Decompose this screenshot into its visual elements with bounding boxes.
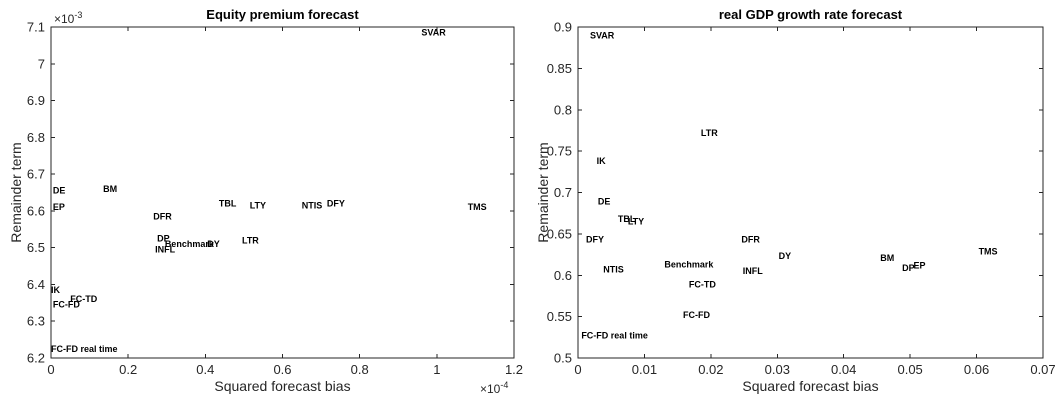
point-label-dy: DY <box>779 251 792 261</box>
x-tick-label: 1.2 <box>505 362 523 377</box>
point-label-benchmark: Benchmark <box>165 239 215 249</box>
gdp-growth-panel: 0 0.01 0.02 0.03 0.04 0.05 0.06 0.07 0.5 0.55 0.6 0… <box>535 7 1056 394</box>
point-label-fc-fd-real-time: FC-FD real time <box>581 331 648 341</box>
x-tick-label: 0.07 <box>1030 362 1055 377</box>
x-tick-label: 0.4 <box>196 362 214 377</box>
point-label-lty: LTY <box>628 216 644 226</box>
point-label-svar: SVAR <box>590 30 615 40</box>
y-axis-label: Remainder term <box>8 142 24 242</box>
y-tick-label: 6.9 <box>27 93 45 108</box>
y-tick-label: 0.75 <box>547 144 572 159</box>
x-tick-label: 0.6 <box>273 362 291 377</box>
point-label-de: DE <box>598 197 611 207</box>
point-label-benchmark: Benchmark <box>664 259 714 269</box>
plot-area <box>577 26 1044 359</box>
point-label-tms: TMS <box>979 246 998 256</box>
x-axis-label: Squared forecast bias <box>214 378 350 394</box>
x-tick-label: 0 <box>47 362 54 377</box>
y-tick-label: 0.85 <box>547 61 572 76</box>
plot-area <box>50 26 515 359</box>
point-label-fc-td: FC-TD <box>70 294 97 304</box>
x-tick-label: 0.8 <box>351 362 369 377</box>
y-tick-label: 0.5 <box>554 351 572 366</box>
point-label-svar: SVAR <box>421 28 446 38</box>
point-label-infl: INFL <box>155 245 175 255</box>
point-label-infl: INFL <box>743 266 763 276</box>
point-label-bm: BM <box>880 253 894 263</box>
point-label-dfy: DFY <box>586 235 604 245</box>
point-label-fc-td: FC-TD <box>689 279 716 289</box>
point-label-de: DE <box>53 186 66 196</box>
point-label-ntis: NTIS <box>302 200 323 210</box>
x-tick-label: 0.06 <box>964 362 989 377</box>
y-tick-label: 0.9 <box>554 20 572 35</box>
y-tick-label: 7 <box>38 56 45 71</box>
x-tick-label: 0.01 <box>632 362 657 377</box>
point-label-fc-fd: FC-FD <box>683 310 710 320</box>
point-label-lty: LTY <box>250 200 266 210</box>
y-axis-label: Remainder term <box>535 142 551 242</box>
y-tick-label: 0.65 <box>547 226 572 241</box>
point-label-dy: DY <box>207 239 220 249</box>
point-label-ntis: NTIS <box>603 264 624 274</box>
point-label-tbl: TBL <box>219 199 237 209</box>
chart-title: Equity premium forecast <box>206 7 359 22</box>
point-label-dfy: DFY <box>327 199 345 209</box>
y-tick-label: 0.7 <box>554 185 572 200</box>
y-tick-label: 6.6 <box>27 203 45 218</box>
y-tick-label: 0.55 <box>547 309 572 324</box>
x-tick-label: 0 <box>574 362 581 377</box>
point-label-dfr: DFR <box>153 211 172 221</box>
point-label-ltr: LTR <box>701 128 718 138</box>
y-tick-label: 7.1 <box>27 20 45 35</box>
equity-premium-panel: 0 0.2 0.4 0.6 0.8 1 1.2 6.2 6.3 6.4 6.5 6.6 6.7 6.8 6.… <box>8 7 523 396</box>
y-tick-label: 0.8 <box>554 102 572 117</box>
x-tick-label: 1 <box>433 362 440 377</box>
y-tick-label: 0.6 <box>554 268 572 283</box>
point-label-dp: DP <box>902 263 915 273</box>
point-label-ik: IK <box>597 156 607 166</box>
point-label-fc-fd-real-time: FC-FD real time <box>51 344 118 354</box>
x-tick-label: 0.2 <box>119 362 137 377</box>
x-tick-label: 0.05 <box>897 362 922 377</box>
y-tick-label: 6.5 <box>27 240 45 255</box>
x-tick-label: 0.02 <box>698 362 723 377</box>
point-label-bm: BM <box>103 184 117 194</box>
point-label-dp: DP <box>157 233 170 243</box>
point-label-ltr: LTR <box>242 235 259 245</box>
y-tick-label: 6.3 <box>27 314 45 329</box>
x-tick-label: 0.03 <box>765 362 790 377</box>
point-label-tbl: TBL <box>618 214 636 224</box>
chart-title: real GDP growth rate forecast <box>719 7 903 22</box>
y-tick-label: 6.4 <box>27 277 45 292</box>
y-exponent-label: ×10-3 <box>54 10 82 26</box>
y-tick-label: 6.7 <box>27 167 45 182</box>
point-label-dfr: DFR <box>741 235 760 245</box>
x-tick-label: 0.04 <box>831 362 856 377</box>
x-axis-label: Squared forecast bias <box>742 378 878 394</box>
x-exponent-label: ×10-4 <box>480 380 508 396</box>
point-label-ik: IK <box>51 285 61 295</box>
point-label-ep: EP <box>913 260 925 270</box>
point-label-tms: TMS <box>468 202 487 212</box>
point-label-ep: EP <box>53 202 65 212</box>
y-tick-label: 6.8 <box>27 130 45 145</box>
y-tick-label: 6.2 <box>27 351 45 366</box>
point-label-fc-fd: FC-FD <box>53 300 80 310</box>
